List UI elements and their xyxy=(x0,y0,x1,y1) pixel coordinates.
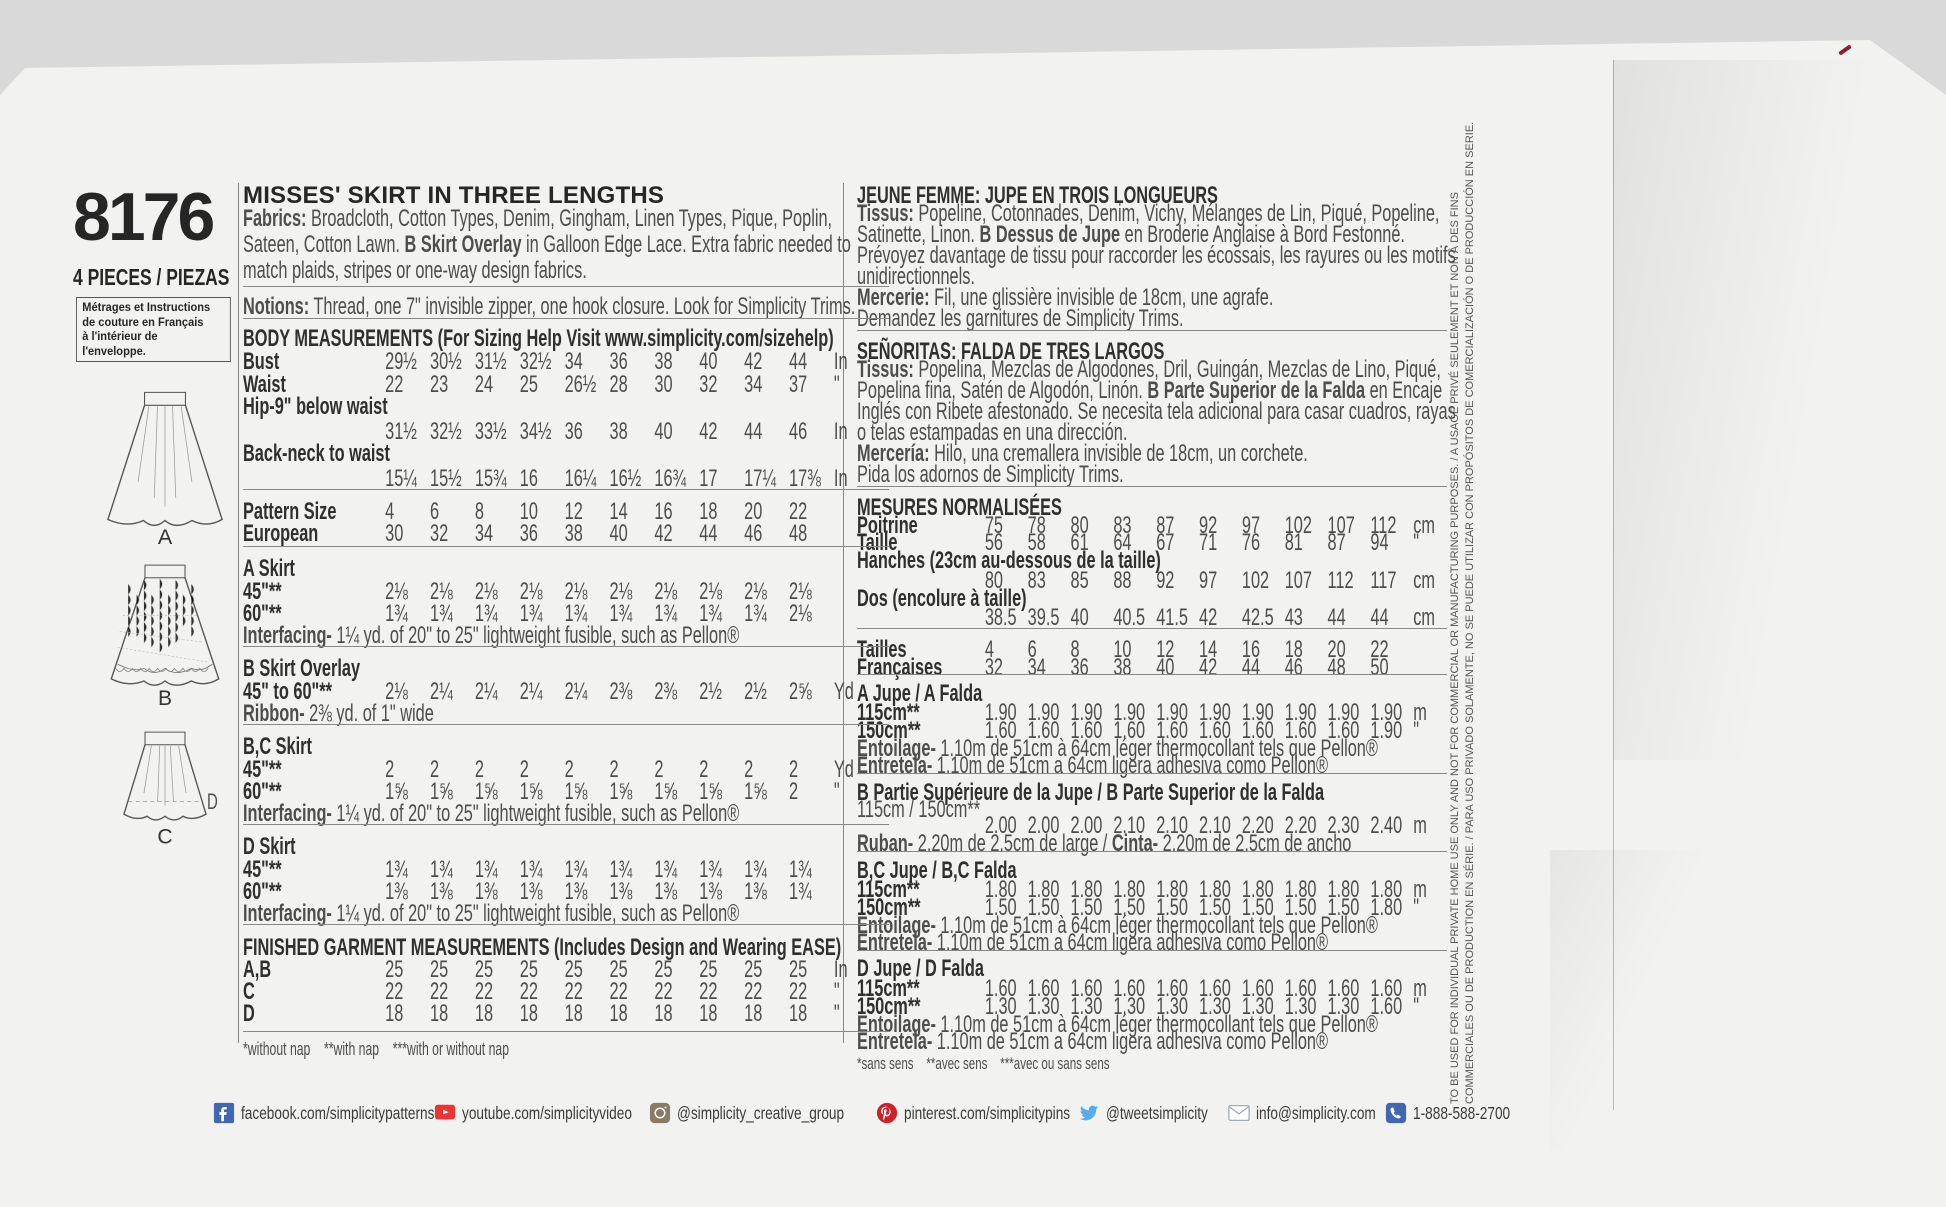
svg-text:C: C xyxy=(157,826,172,849)
svg-text:A: A xyxy=(158,525,173,549)
svg-text:B: B xyxy=(158,687,172,710)
